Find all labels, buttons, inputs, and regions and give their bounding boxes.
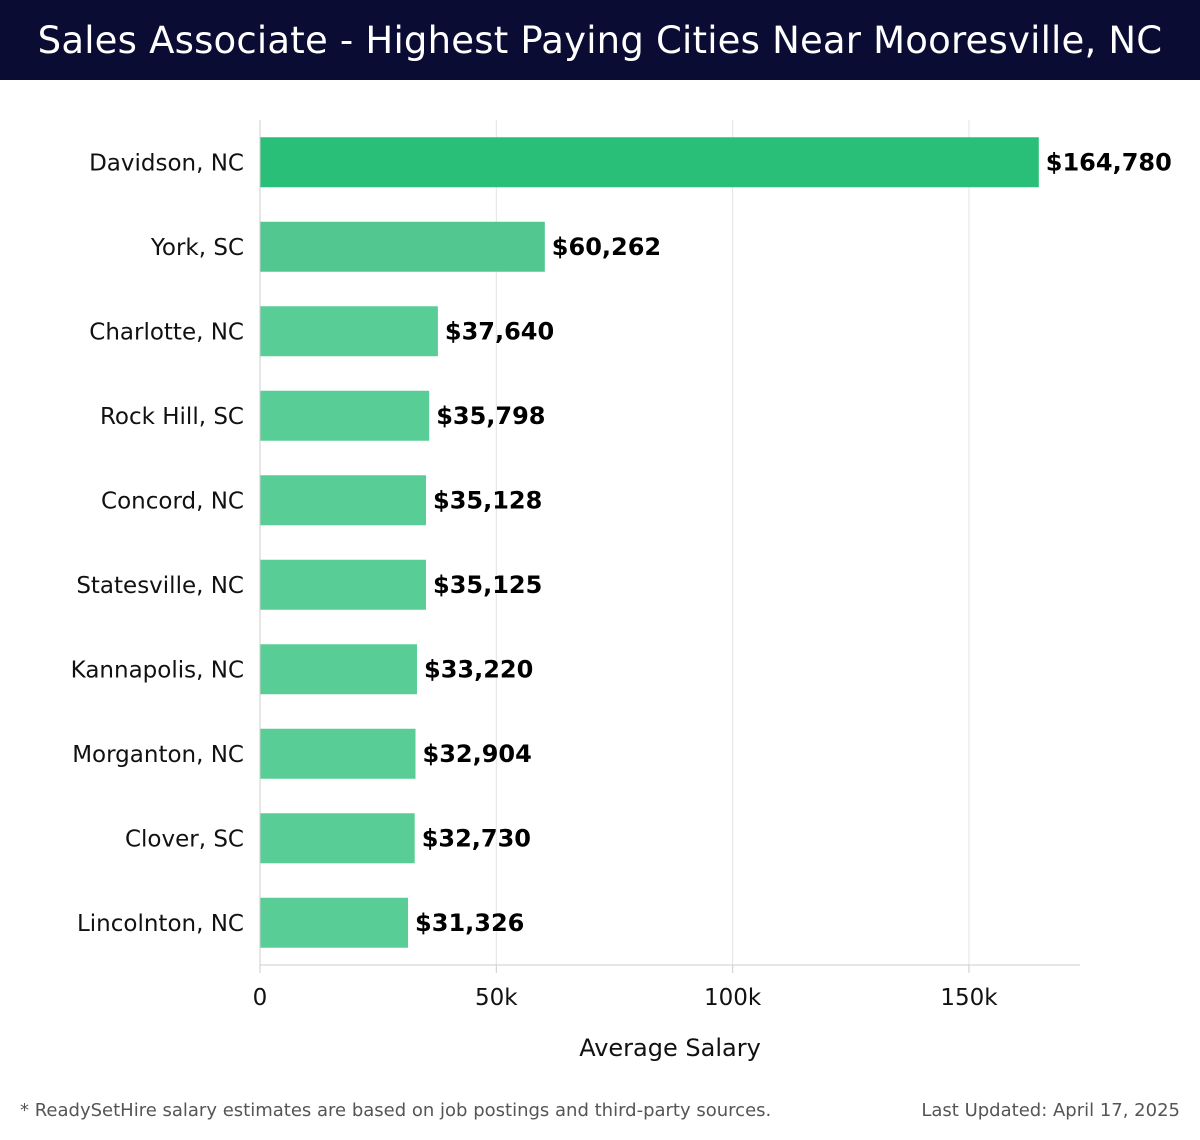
bar [260, 644, 418, 695]
bar-value-label: $32,730 [422, 824, 531, 852]
bar-chart: 0 50k 100k 150k Davidson, NC $164,780 York, SC… [71, 120, 1172, 1062]
bar-value-label: $164,780 [1046, 148, 1172, 176]
category-label: Morganton, NC [72, 742, 244, 768]
bar-value-label: $35,125 [433, 571, 542, 599]
x-tick-label: 50k [475, 985, 518, 1011]
bar-value-label: $32,904 [423, 740, 532, 768]
category-label: Clover, SC [125, 826, 244, 852]
axes [259, 120, 1080, 973]
bar-value-label: $31,326 [415, 909, 524, 937]
bar [260, 306, 438, 357]
labels: 0 50k 100k 150k Davidson, NC $164,780 York, SC… [71, 148, 1172, 1011]
bar [260, 728, 416, 779]
category-label: Concord, NC [101, 488, 244, 514]
bar [260, 559, 427, 610]
x-axis-title: Average Salary [579, 1034, 761, 1062]
chart-header: Sales Associate - Highest Paying Cities … [0, 0, 1200, 80]
category-label: York, SC [150, 235, 244, 261]
bars [260, 137, 1039, 948]
bar [260, 137, 1039, 188]
category-label: Lincolnton, NC [77, 911, 244, 937]
category-label: Statesville, NC [76, 573, 244, 599]
bar [260, 221, 545, 272]
category-label: Kannapolis, NC [71, 657, 244, 683]
bar-value-label: $35,128 [433, 486, 542, 514]
footer-updated: Last Updated: April 17, 2025 [921, 1100, 1180, 1121]
bar [260, 390, 430, 441]
footer-note: * ReadySetHire salary estimates are base… [20, 1100, 772, 1121]
bar [260, 813, 415, 864]
x-tick-label: 0 [253, 985, 268, 1011]
bar-value-label: $60,262 [552, 233, 661, 261]
category-label: Rock Hill, SC [100, 404, 244, 430]
bar-value-label: $35,798 [436, 402, 545, 430]
bar-value-label: $37,640 [445, 317, 554, 345]
x-tick-label: 150k [940, 985, 998, 1011]
bar-value-label: $33,220 [424, 655, 533, 683]
category-label: Charlotte, NC [89, 319, 244, 345]
bar [260, 475, 427, 526]
category-label: Davidson, NC [89, 150, 244, 176]
chart-title: Sales Associate - Highest Paying Cities … [37, 18, 1163, 62]
bar [260, 897, 409, 948]
x-tick-label: 100k [704, 985, 762, 1011]
